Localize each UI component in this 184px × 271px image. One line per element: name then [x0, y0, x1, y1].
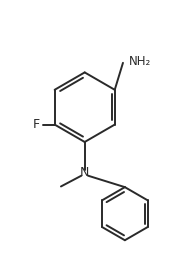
Text: NH₂: NH₂ — [128, 55, 151, 68]
Text: F: F — [33, 118, 40, 131]
Text: N: N — [80, 166, 89, 179]
